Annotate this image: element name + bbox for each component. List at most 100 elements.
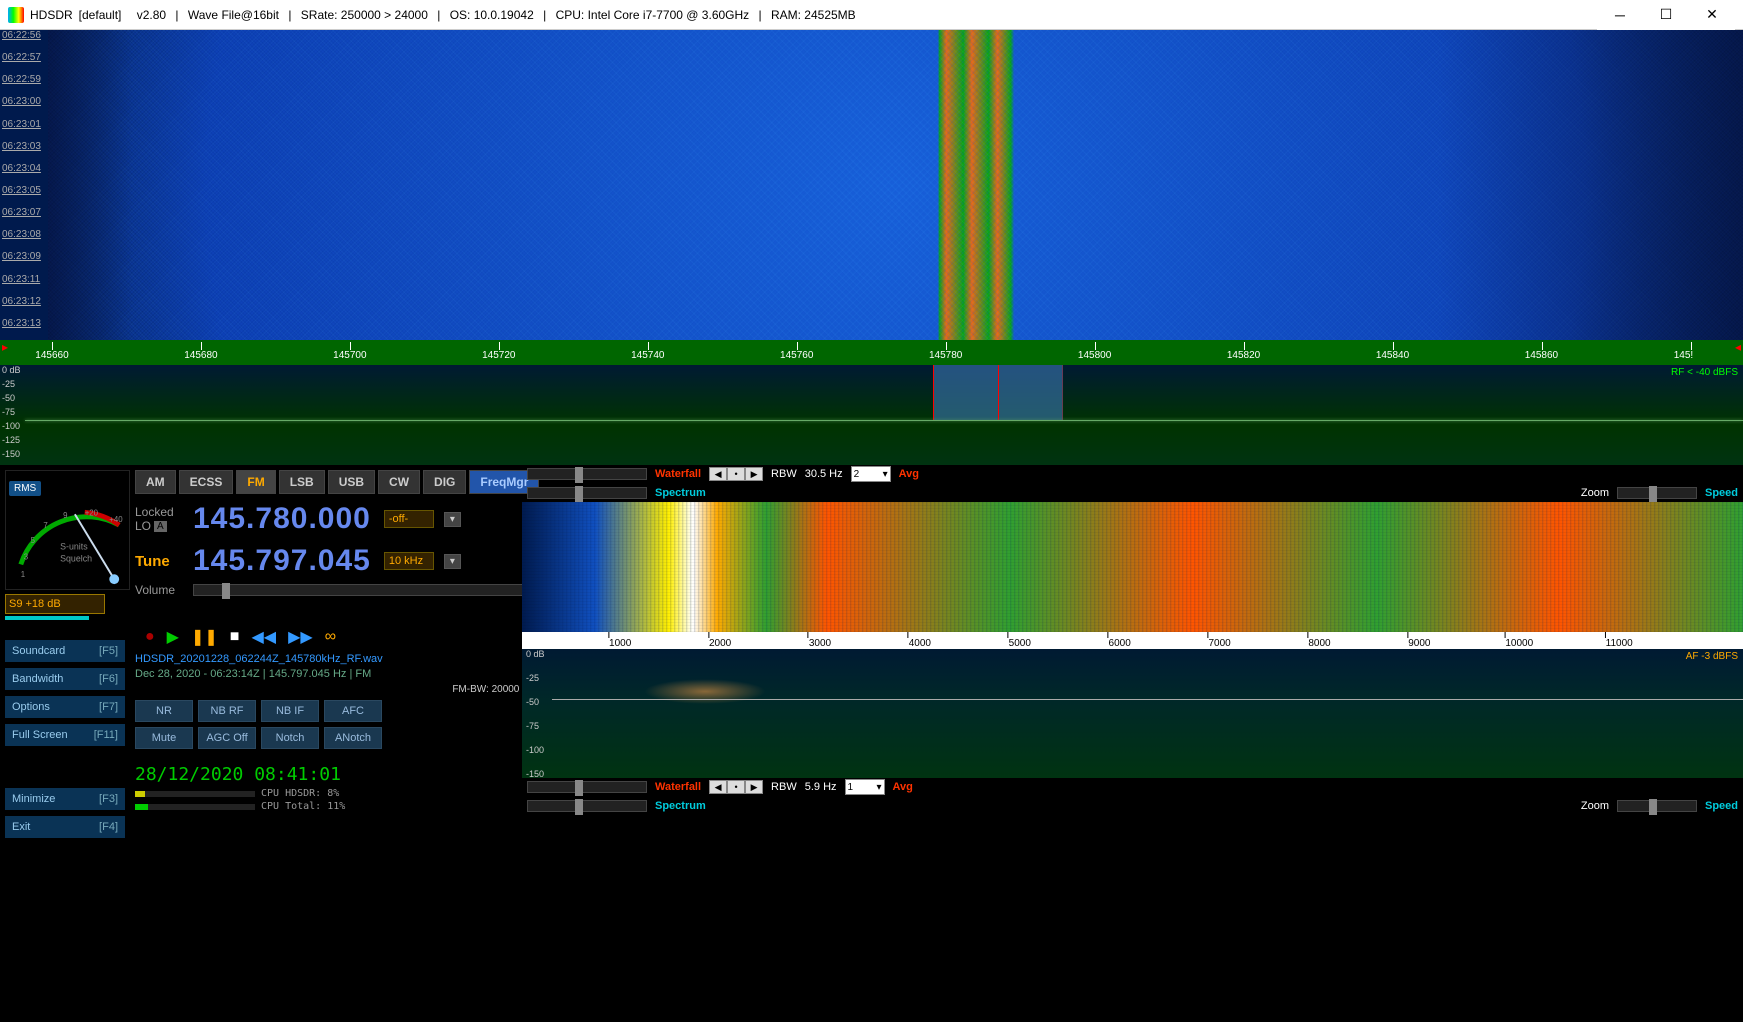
afc-button[interactable]: AFC: [324, 700, 382, 722]
af-waterfall[interactable]: [522, 502, 1743, 632]
avg-label[interactable]: Avg: [899, 468, 919, 480]
spectrum-label-bottom: Spectrum: [655, 800, 706, 812]
af-spectrum-slider-bottom[interactable]: [527, 800, 647, 812]
minimize-app-button[interactable]: Minimize[F3]: [5, 788, 125, 810]
rms-badge[interactable]: RMS: [9, 481, 41, 496]
fullscreen-button[interactable]: Full Screen[F11]: [5, 724, 125, 746]
mode-dig[interactable]: DIG: [423, 470, 466, 494]
svg-text:9: 9: [63, 511, 67, 520]
bandwidth-button[interactable]: Bandwidth[F6]: [5, 668, 125, 690]
zoom-label: Zoom: [1581, 487, 1609, 499]
minimize-button[interactable]: ─: [1597, 0, 1643, 30]
cpu-total-value: 11%: [327, 801, 345, 812]
waterfall-label-bottom: Waterfall: [655, 781, 701, 793]
speed-label[interactable]: Speed: [1705, 487, 1738, 499]
title-ram: RAM: 24525MB: [771, 8, 856, 22]
rbw-value: 30.5 Hz: [805, 468, 843, 480]
mode-am[interactable]: AM: [135, 470, 176, 494]
svg-text:+40: +40: [109, 515, 123, 524]
nav-next-button[interactable]: ▶: [745, 467, 763, 481]
nr-button[interactable]: NR: [135, 700, 193, 722]
rewind-button[interactable]: ◀◀: [251, 627, 276, 647]
loop-button[interactable]: ∞: [325, 628, 336, 646]
waterfall-timestamps: 06:22:5606:22:5706:22:5906:23:0006:23:01…: [2, 30, 41, 340]
cpu-hdsdr-value: 8%: [327, 788, 339, 799]
af-spectrum-trace: [552, 699, 1743, 700]
af-waterfall-slider-bottom[interactable]: [527, 781, 647, 793]
svg-text:7: 7: [43, 521, 47, 530]
s-meter-reading: S9 +18 dB: [5, 594, 105, 614]
nav-prev-button[interactable]: ◀: [709, 467, 727, 481]
mode-fm[interactable]: FM: [236, 470, 275, 494]
title-profile: [default]: [79, 8, 122, 22]
locked-label: Locked: [135, 505, 185, 519]
nav-center-button-bottom[interactable]: •: [727, 780, 745, 794]
close-button[interactable]: ✕: [1689, 0, 1735, 30]
lo-step-dropdown[interactable]: -off-: [384, 510, 434, 528]
rf-frequency-ruler[interactable]: ▸ ◂ 145660145680145700145720145740145760…: [0, 340, 1743, 365]
svg-text:+20: +20: [85, 508, 99, 517]
rbw-spinbox-bottom[interactable]: 1▾: [845, 779, 885, 795]
speed-label-bottom[interactable]: Speed: [1705, 800, 1738, 812]
tune-step-arrow[interactable]: ▾: [444, 554, 461, 569]
af-top-controls: Waterfall ◀ • ▶ RBW 30.5 Hz 2▾ Avg: [522, 465, 1743, 483]
svg-text:5: 5: [31, 536, 36, 545]
af-spectrum-slider-top[interactable]: [527, 487, 647, 499]
svg-text:1: 1: [21, 570, 25, 579]
pause-button[interactable]: ❚❚: [191, 627, 218, 647]
af-spectrum[interactable]: AF -3 dBFS 0 dB-25-50-75-100-150: [522, 649, 1743, 778]
af-frequency-ruler[interactable]: 1000200030004000500060007000800090001000…: [522, 632, 1743, 649]
title-app: HDSDR: [30, 8, 73, 22]
notch-button[interactable]: Notch: [261, 727, 319, 749]
rf-selection-band[interactable]: [933, 365, 1064, 420]
mode-cw[interactable]: CW: [378, 470, 420, 494]
zoom-slider-bottom[interactable]: [1617, 800, 1697, 812]
anotch-button[interactable]: ANotch: [324, 727, 382, 749]
svg-text:Squelch: Squelch: [60, 553, 92, 563]
tune-label: Tune: [135, 553, 185, 570]
lo-label: LO: [135, 519, 151, 533]
rbw-label: RBW: [771, 468, 797, 480]
tune-step-dropdown[interactable]: 10 kHz: [384, 552, 434, 570]
play-button[interactable]: ▶: [167, 627, 179, 647]
soundcard-button[interactable]: Soundcard[F5]: [5, 640, 125, 662]
zoom-slider[interactable]: [1617, 487, 1697, 499]
forward-button[interactable]: ▶▶: [288, 627, 313, 647]
mode-ecss[interactable]: ECSS: [179, 470, 234, 494]
mute-button[interactable]: Mute: [135, 727, 193, 749]
exit-button[interactable]: Exit[F4]: [5, 816, 125, 838]
af-level-label: AF -3 dBFS: [1686, 651, 1738, 662]
lo-step-arrow[interactable]: ▾: [444, 512, 461, 527]
mode-usb[interactable]: USB: [328, 470, 375, 494]
fm-bandwidth-label: FM-BW: 20000: [135, 684, 539, 695]
rbw-spinbox[interactable]: 2▾: [851, 466, 891, 482]
stop-button[interactable]: ■: [230, 628, 240, 646]
tune-frequency[interactable]: 145.797.045: [193, 544, 371, 578]
volume-slider[interactable]: [193, 584, 539, 596]
app-icon: [8, 7, 24, 23]
nav-prev-button-bottom[interactable]: ◀: [709, 780, 727, 794]
avg-label-bottom[interactable]: Avg: [893, 781, 913, 793]
nb-rf-button[interactable]: NB RF: [198, 700, 256, 722]
title-srate: SRate: 250000 > 24000: [301, 8, 428, 22]
title-version: v2.80: [137, 8, 166, 22]
af-waterfall-slider-top[interactable]: [527, 468, 647, 480]
s-meter-bar: [5, 616, 125, 620]
agc-button[interactable]: AGC Off: [198, 727, 256, 749]
nav-center-button[interactable]: •: [727, 467, 745, 481]
mode-lsb[interactable]: LSB: [279, 470, 325, 494]
rf-waterfall[interactable]: 06:22:5606:22:5706:22:5906:23:0006:23:01…: [0, 30, 1743, 340]
record-button[interactable]: ●: [145, 628, 155, 646]
lo-frequency[interactable]: 145.780.000: [193, 502, 371, 536]
nb-if-button[interactable]: NB IF: [261, 700, 319, 722]
waterfall-label: Waterfall: [655, 468, 701, 480]
cpu-total-label: CPU Total:: [261, 801, 321, 812]
af-spectrum-peak: [644, 679, 766, 704]
nav-next-button-bottom[interactable]: ▶: [745, 780, 763, 794]
maximize-button[interactable]: ☐: [1643, 0, 1689, 30]
playback-filename: HDSDR_20201228_062244Z_145780kHz_RF.wav: [135, 653, 539, 665]
options-button[interactable]: Options[F7]: [5, 696, 125, 718]
playback-dateinfo: Dec 28, 2020 - 06:23:14Z | 145.797.045 H…: [135, 668, 539, 680]
lo-bank[interactable]: A: [154, 521, 167, 532]
rf-spectrum[interactable]: 0 dB-25-50-75-100-125-150 RF < -40 dBFS: [0, 365, 1743, 465]
